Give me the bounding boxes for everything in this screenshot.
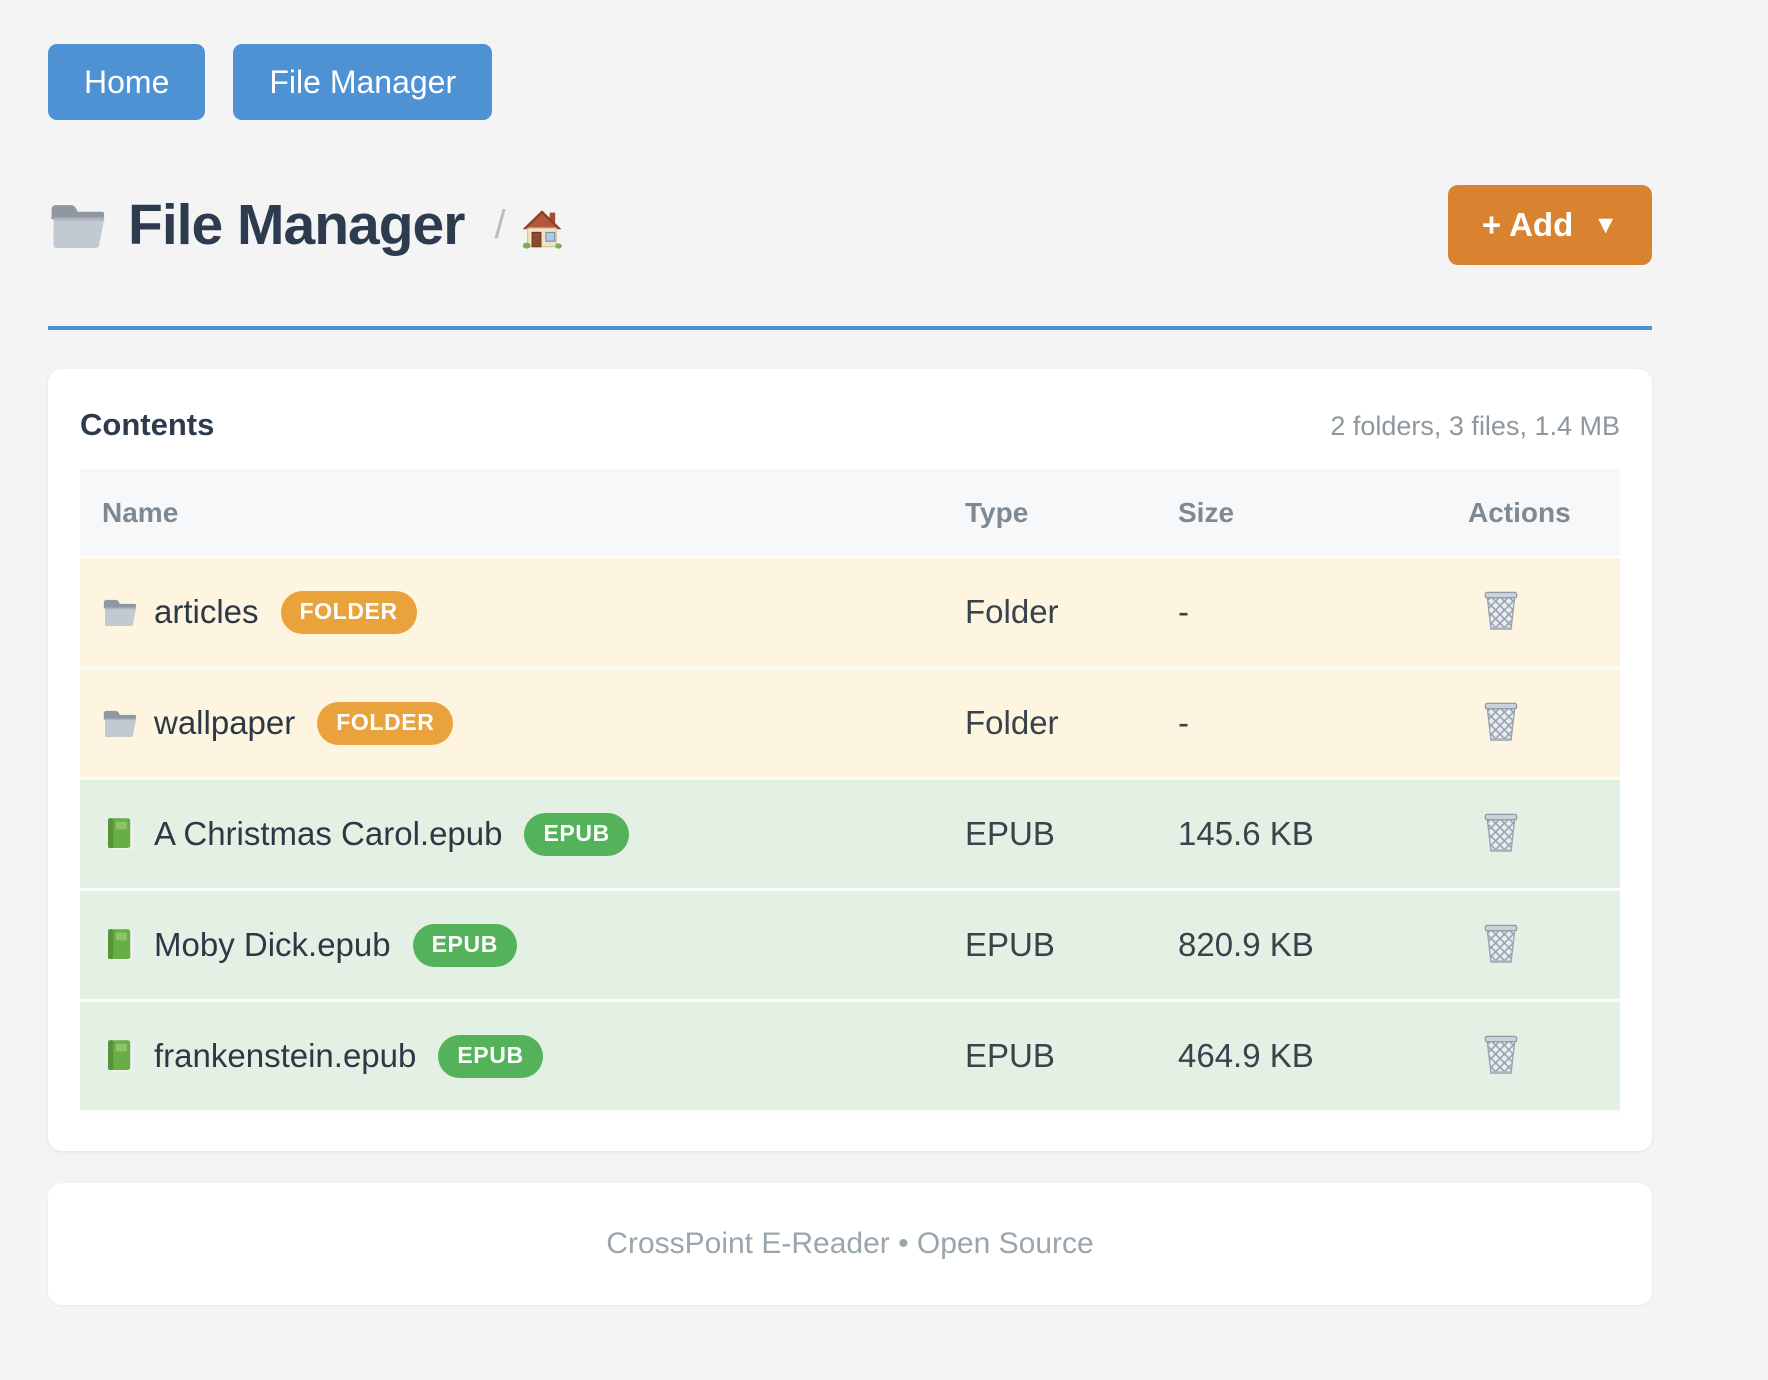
file-name-link[interactable]: frankenstein.epub bbox=[154, 1037, 417, 1074]
house-icon[interactable] bbox=[520, 206, 564, 250]
file-type: Folder bbox=[965, 558, 1178, 669]
table-row[interactable]: wallpaper FOLDER Folder - bbox=[80, 669, 1620, 780]
table-header: Name Type Size Actions bbox=[80, 469, 1620, 558]
file-table-body: articles FOLDER Folder - bbox=[80, 558, 1620, 1113]
file-manager-button[interactable]: File Manager bbox=[233, 44, 493, 120]
table-row[interactable]: frankenstein.epub EPUB EPUB 464.9 KB bbox=[80, 1002, 1620, 1113]
type-badge: EPUB bbox=[524, 812, 629, 856]
file-type: Folder bbox=[965, 669, 1178, 780]
table-row[interactable]: A Christmas Carol.epub EPUB EPUB 145.6 K… bbox=[80, 780, 1620, 891]
chevron-down-icon: ▼ bbox=[1593, 210, 1618, 239]
contents-heading: Contents bbox=[80, 407, 215, 442]
column-header-actions: Actions bbox=[1468, 469, 1620, 558]
column-header-name: Name bbox=[80, 469, 965, 558]
delete-button[interactable] bbox=[1482, 1032, 1520, 1075]
file-size: 820.9 KB bbox=[1178, 891, 1468, 1002]
green-book-icon bbox=[102, 928, 138, 962]
add-button[interactable]: + Add ▼ bbox=[1447, 185, 1652, 265]
top-nav: Home File Manager bbox=[48, 0, 1652, 120]
folder-icon bbox=[48, 200, 108, 250]
trash-icon bbox=[1482, 1032, 1520, 1075]
contents-header-row: Contents 2 folders, 3 files, 1.4 MB bbox=[80, 399, 1620, 469]
contents-summary: 2 folders, 3 files, 1.4 MB bbox=[1330, 411, 1620, 441]
page-container: Home File Manager File Manager / + Add ▼… bbox=[48, 0, 1652, 1305]
delete-button[interactable] bbox=[1482, 921, 1520, 964]
column-header-size: Size bbox=[1178, 469, 1468, 558]
footer-card: CrossPoint E-Reader • Open Source bbox=[48, 1183, 1652, 1305]
file-name-link[interactable]: articles bbox=[154, 593, 259, 630]
delete-button[interactable] bbox=[1482, 588, 1520, 631]
footer-text: CrossPoint E-Reader • Open Source bbox=[606, 1227, 1094, 1260]
file-size: 464.9 KB bbox=[1178, 1002, 1468, 1113]
delete-button[interactable] bbox=[1482, 810, 1520, 853]
home-button[interactable]: Home bbox=[48, 44, 206, 120]
title-divider bbox=[48, 326, 1652, 330]
column-header-type: Type bbox=[965, 469, 1178, 558]
trash-icon bbox=[1482, 699, 1520, 742]
type-badge: EPUB bbox=[412, 923, 517, 967]
file-type: EPUB bbox=[965, 1002, 1178, 1113]
table-row[interactable]: articles FOLDER Folder - bbox=[80, 558, 1620, 669]
folder-icon bbox=[102, 706, 138, 740]
type-badge: FOLDER bbox=[317, 701, 454, 745]
file-name-link[interactable]: A Christmas Carol.epub bbox=[154, 815, 503, 852]
trash-icon bbox=[1482, 921, 1520, 964]
title-group: File Manager / bbox=[48, 192, 564, 258]
table-row[interactable]: Moby Dick.epub EPUB EPUB 820.9 KB bbox=[80, 891, 1620, 1002]
file-size: - bbox=[1178, 558, 1468, 669]
contents-card: Contents 2 folders, 3 files, 1.4 MB Name… bbox=[48, 369, 1652, 1151]
breadcrumb-separator: / bbox=[494, 202, 506, 247]
page-title: File Manager bbox=[128, 193, 465, 257]
green-book-icon bbox=[102, 1039, 138, 1073]
trash-icon bbox=[1482, 810, 1520, 853]
green-book-icon bbox=[102, 817, 138, 851]
file-type: EPUB bbox=[965, 780, 1178, 891]
breadcrumb: / bbox=[494, 200, 563, 250]
folder-icon bbox=[102, 595, 138, 629]
type-badge: FOLDER bbox=[280, 590, 417, 634]
page-header: File Manager / + Add ▼ bbox=[48, 184, 1652, 266]
delete-button[interactable] bbox=[1482, 699, 1520, 742]
file-size: - bbox=[1178, 669, 1468, 780]
file-size: 145.6 KB bbox=[1178, 780, 1468, 891]
file-name-link[interactable]: Moby Dick.epub bbox=[154, 926, 391, 963]
trash-icon bbox=[1482, 588, 1520, 631]
add-button-label: + Add bbox=[1481, 206, 1574, 243]
type-badge: EPUB bbox=[438, 1034, 543, 1078]
file-name-link[interactable]: wallpaper bbox=[154, 704, 296, 741]
file-type: EPUB bbox=[965, 891, 1178, 1002]
file-table: Name Type Size Actions articles F bbox=[80, 469, 1620, 1113]
